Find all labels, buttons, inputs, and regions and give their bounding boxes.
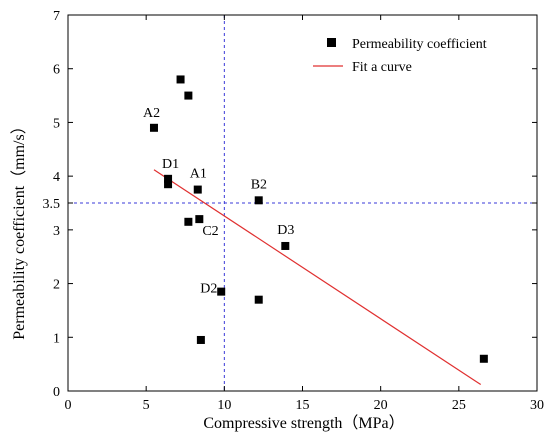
data-point <box>254 295 263 304</box>
reference-lines <box>68 15 537 391</box>
axes: 0 5 10 15 20 25 30 0 1 2 3 3.5 4 5 6 7 <box>43 9 545 413</box>
annotation-label-a2: A2 <box>143 106 160 121</box>
data-point <box>149 123 158 132</box>
fit-curve-layer <box>153 169 482 386</box>
y-tick-label: 0 <box>53 385 60 400</box>
legend-label-fit: Fit a curve <box>352 60 412 75</box>
legend: Permeability coefficient Fit a curve <box>313 37 487 75</box>
data-point <box>193 185 202 194</box>
x-tick-label: 20 <box>374 398 388 413</box>
x-tick-label: 10 <box>217 398 231 413</box>
y-tick-label: 5 <box>53 116 60 131</box>
data-point <box>184 217 193 226</box>
annotation-label-d1: D1 <box>162 157 179 172</box>
data-point <box>164 180 173 189</box>
data-point <box>164 174 173 183</box>
data-point <box>196 335 205 344</box>
data-point <box>195 215 204 224</box>
y-tick-label: 1 <box>53 331 60 346</box>
y-tick-label: 7 <box>53 9 60 24</box>
y-tick-label: 6 <box>53 63 60 78</box>
y-tick-label: 3 <box>53 224 60 239</box>
y-tick-label: 4 <box>53 170 60 185</box>
legend-label-permeability: Permeability coefficient <box>352 37 487 52</box>
annotation-label-d2: D2 <box>200 282 217 297</box>
data-point <box>479 354 488 363</box>
annotation-label-a1: A1 <box>190 167 207 182</box>
fit-curve-line <box>153 169 482 386</box>
point-annotations: A2 D1 A1 C2 B2 D3 D2 <box>143 106 294 297</box>
annotation-label-c2: C2 <box>202 224 218 239</box>
y-tick-label: 3.5 <box>43 197 61 212</box>
data-point <box>281 241 290 250</box>
data-point <box>176 75 185 84</box>
data-points <box>149 75 488 363</box>
x-tick-label: 25 <box>452 398 466 413</box>
annotation-label-b2: B2 <box>251 177 267 192</box>
y-axis-title: Permeability coefficient（mm/s） <box>10 118 28 339</box>
y-tick-label: 2 <box>53 278 60 293</box>
x-tick-label: 5 <box>143 398 150 413</box>
x-tick-label: 30 <box>530 398 544 413</box>
data-point <box>217 287 226 296</box>
data-point <box>254 196 263 205</box>
data-point <box>184 91 193 100</box>
x-tick-label: 15 <box>296 398 310 413</box>
legend-marker-square <box>327 38 336 47</box>
x-tick-label: 0 <box>65 398 72 413</box>
x-axis-title: Compressive strength（MPa） <box>203 414 404 432</box>
annotation-label-d3: D3 <box>277 223 294 238</box>
